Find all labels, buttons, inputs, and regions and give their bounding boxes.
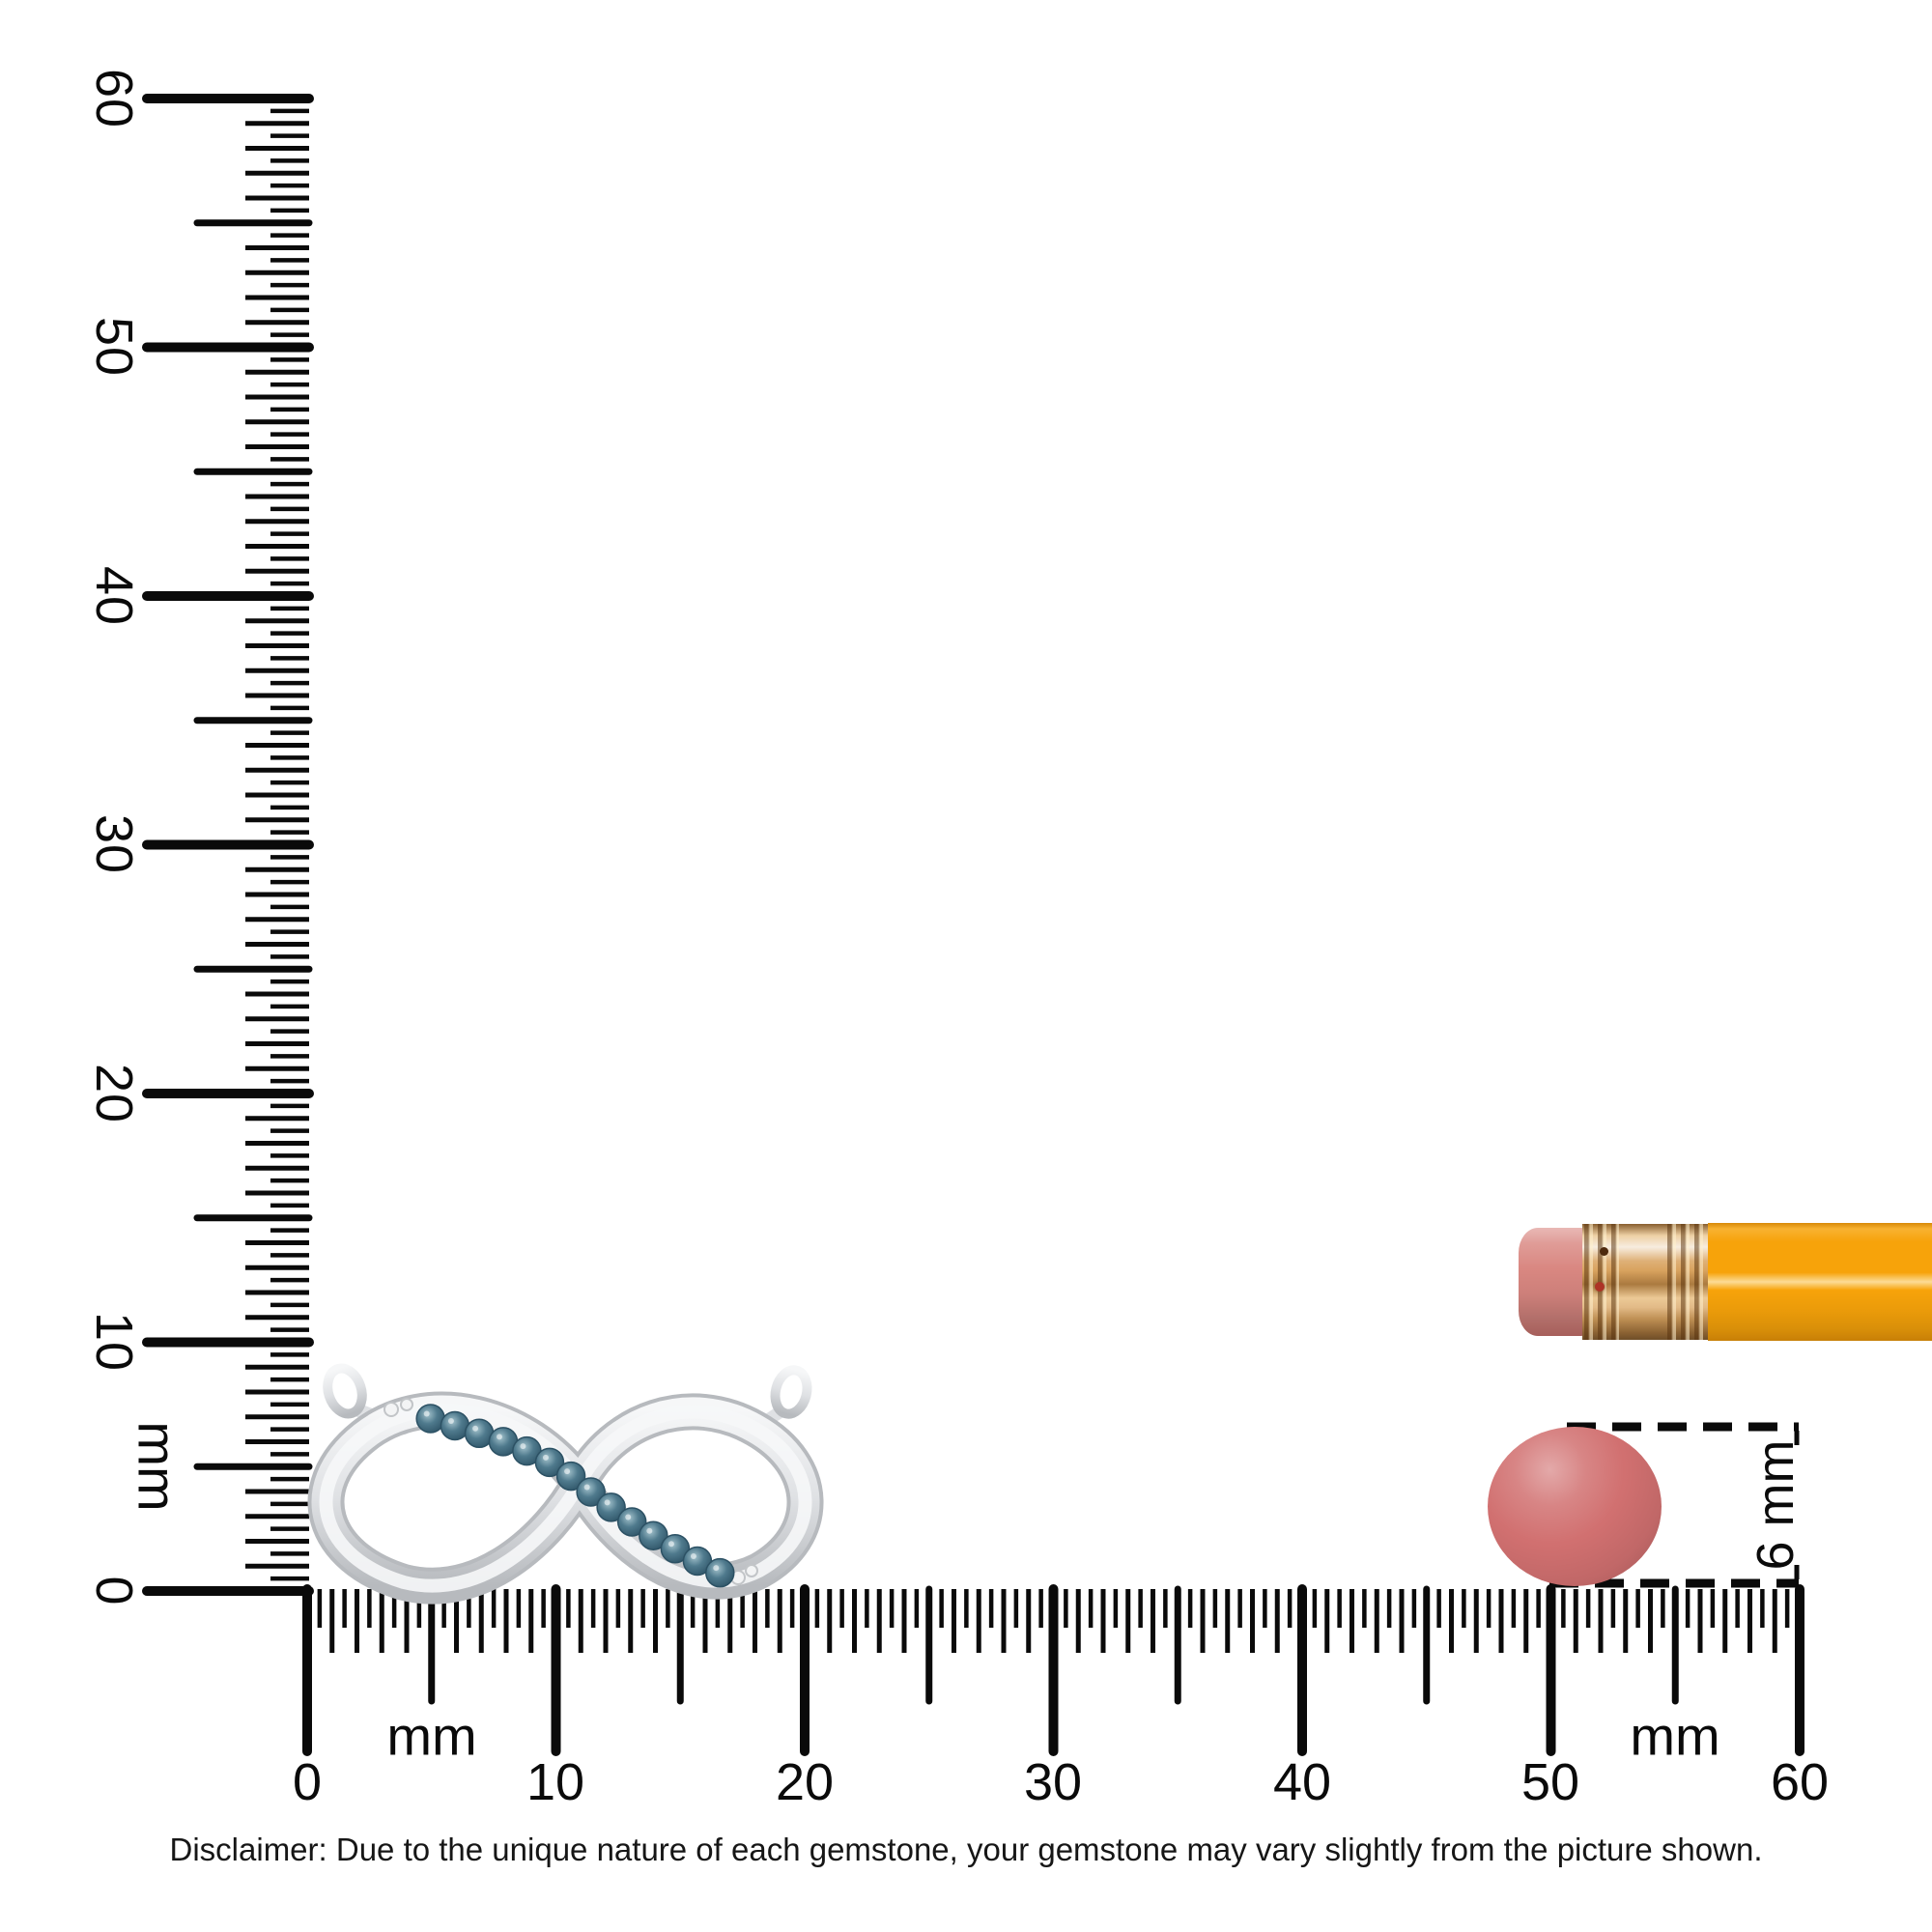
gemstone-glint [625,1514,632,1520]
pendant-gemstones [415,1404,735,1588]
pendant-empty-seat [400,1398,413,1411]
h-ruler-label-50: 50 [1520,1753,1580,1811]
blue-gemstone [639,1520,668,1550]
pendant-right-bail-ring [770,1365,812,1419]
v-ruler-label-0: 0 [85,1576,143,1606]
v-ruler-label-10: 10 [85,1311,143,1373]
v-ruler-label-40: 40 [85,565,143,627]
pencil [1519,1223,1932,1341]
ferrule-dimple [1600,1247,1608,1256]
gemstone-glint [713,1565,720,1572]
pencil-ferrule [1582,1224,1710,1340]
h-ruler-label-40: 40 [1272,1753,1332,1811]
h-ruler-unit-label-left: mm [386,1705,477,1767]
dimension-lines [1549,1422,1800,1588]
h-ruler-label-0: 0 [292,1753,323,1811]
v-ruler-label-50: 50 [85,316,143,378]
v-ruler-unit-label: mm [127,1421,188,1512]
gemstone-size-disc [1488,1427,1662,1586]
h-ruler-unit-label-right: mm [1630,1705,1720,1767]
gemstone-glint [520,1443,526,1450]
horizontal-ruler-ticks [302,1584,1804,1756]
pencil-eraser [1519,1228,1584,1336]
blue-gemstone [596,1492,626,1522]
blue-gemstone [576,1477,606,1507]
infinity-pendant [307,1363,824,1605]
ferrule-crimp [1667,1224,1708,1340]
h-ruler-label-10: 10 [526,1753,585,1811]
blue-gemstone [705,1557,735,1588]
disclaimer-text: Disclaimer: Due to the unique nature of … [169,1832,1763,1867]
blue-gemstone [555,1461,586,1492]
h-ruler-label-20: 20 [775,1753,835,1811]
gemstone-glint [583,1484,590,1491]
gemstone-glint [496,1434,502,1440]
v-ruler-label-60: 60 [85,68,143,129]
gemstone-glint [646,1527,653,1534]
blue-gemstone [415,1404,445,1434]
vertical-ruler-ticks [142,94,314,1596]
h-ruler-label-30: 30 [1023,1753,1083,1811]
gemstone-glint [423,1410,430,1417]
gemstone-glint [690,1552,696,1559]
gemstone-glint [668,1541,674,1548]
blue-gemstone [660,1533,691,1564]
v-ruler-label-20: 20 [85,1063,143,1124]
gemstone-glint [564,1468,571,1475]
gemstone-glint [542,1454,549,1461]
blue-gemstone [616,1507,647,1537]
ferrule-dimple [1595,1282,1605,1292]
pendant-left-bail-ring [323,1363,367,1419]
blue-gemstone [534,1447,565,1478]
h-ruler-label-60: 60 [1770,1753,1830,1811]
v-ruler-label-30: 30 [85,813,143,875]
pencil-body [1708,1223,1932,1341]
gemstone-glint [447,1417,454,1424]
gemstone-glint [604,1499,611,1506]
pendant-empty-seat [745,1564,758,1577]
dimension-label: 6 mm [1747,1439,1804,1571]
pendant-empty-seat [384,1402,399,1417]
gemstone-glint [472,1425,479,1432]
